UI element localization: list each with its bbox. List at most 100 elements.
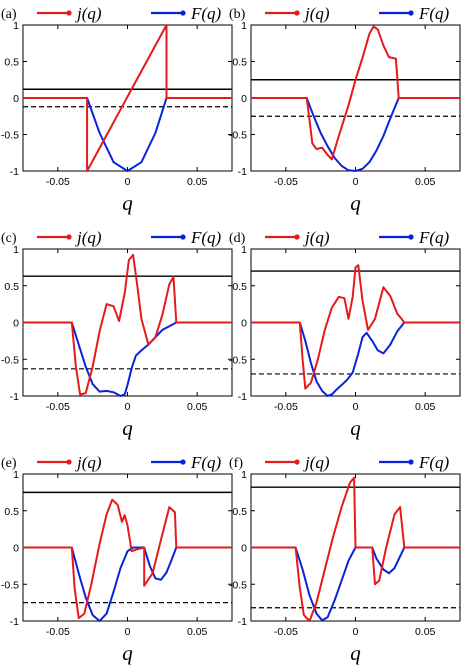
y-tick-label: 1	[13, 20, 19, 32]
series-line-F	[251, 321, 460, 397]
x-tick-label: 0.05	[187, 176, 208, 188]
panel-label: (d)	[229, 231, 246, 246]
x-tick-label: -0.05	[46, 626, 70, 638]
legend-marker	[66, 459, 72, 465]
panel-label: (e)	[1, 456, 17, 471]
x-axis-label: q	[122, 416, 133, 440]
legend-label: F(q)	[190, 453, 222, 472]
y-tick-label: -1	[10, 166, 19, 178]
x-tick-label: -0.05	[274, 626, 298, 638]
legend-label: F(q)	[418, 228, 450, 247]
legend-label: F(q)	[190, 4, 222, 23]
x-tick-label: 0	[353, 176, 359, 188]
x-axis-label: q	[350, 641, 361, 665]
y-tick-label: -1	[238, 391, 247, 403]
x-tick-label: 0.05	[415, 626, 436, 638]
legend-marker	[294, 234, 300, 240]
x-tick-label: -0.05	[274, 176, 298, 188]
panel-1: -1 -0.5 0 0.5 1 -0.05 0 0.05 (a) j(q) F(q) q	[1, 4, 233, 215]
y-tick-label: 0	[241, 543, 247, 555]
x-axis-label: q	[122, 641, 133, 665]
x-tick-label: 0	[125, 176, 131, 188]
legend-marker	[180, 10, 186, 16]
y-tick-label: 1	[241, 469, 247, 481]
panel-label: (a)	[1, 7, 17, 22]
x-tick-label: 0.05	[187, 626, 208, 638]
x-tick-label: 0	[353, 401, 359, 413]
y-tick-label: 0	[13, 543, 19, 555]
legend-marker	[408, 10, 414, 16]
x-axis-label: q	[350, 416, 361, 440]
series-line-F	[23, 321, 232, 397]
x-tick-label: 0	[353, 626, 359, 638]
x-tick-label: -0.05	[274, 401, 298, 413]
legend-marker	[408, 234, 414, 240]
x-tick-label: 0	[125, 401, 131, 413]
panel-4: -1 -0.5 0 0.5 1 -0.05 0 0.05 (d) j(q) F(q) q	[229, 228, 461, 440]
y-tick-label: -1	[10, 616, 19, 628]
x-tick-label: 0	[125, 626, 131, 638]
legend-label: j(q)	[75, 228, 102, 247]
series-line-F	[251, 97, 460, 172]
legend-marker	[294, 10, 300, 16]
series-line-j	[23, 498, 232, 620]
y-tick-label: 0.5	[4, 506, 19, 518]
y-tick-label: 0	[13, 318, 19, 330]
y-tick-label: 0	[241, 93, 247, 105]
legend-label: j(q)	[303, 453, 330, 472]
y-tick-label: -0.5	[229, 130, 247, 142]
legend-label: F(q)	[418, 453, 450, 472]
y-tick-label: 1	[13, 244, 19, 256]
y-tick-label: 1	[13, 469, 19, 481]
x-axis-label: q	[350, 191, 361, 215]
series-line-F	[23, 546, 232, 622]
legend-marker	[294, 459, 300, 465]
y-tick-label: 0.5	[4, 57, 19, 69]
series-line-j	[251, 264, 460, 390]
legend-marker	[408, 459, 414, 465]
panel-5: -1 -0.5 0 0.5 1 -0.05 0 0.05 (e) j(q) F(q) q	[1, 453, 233, 665]
y-tick-label: 0.5	[4, 281, 19, 293]
x-tick-label: 0.05	[187, 401, 208, 413]
panel-2: -1 -0.5 0 0.5 1 -0.05 0 0.05 (b) j(q) F(q) q	[229, 4, 461, 215]
panel-6: -1 -0.5 0 0.5 1 -0.05 0 0.05 (f) j(q) F(q) q	[229, 453, 461, 665]
y-tick-label: -1	[238, 166, 247, 178]
legend-marker	[180, 234, 186, 240]
legend-label: j(q)	[303, 228, 330, 247]
y-tick-label: -0.5	[229, 354, 247, 366]
legend: j(q) F(q)	[265, 453, 450, 472]
legend-label: j(q)	[75, 453, 102, 472]
series-line-j	[251, 476, 460, 622]
y-tick-label: -0.5	[1, 354, 19, 366]
y-tick-label: 1	[241, 20, 247, 32]
legend: j(q) F(q)	[37, 4, 222, 23]
legend: j(q) F(q)	[265, 228, 450, 247]
y-tick-label: 0.5	[232, 506, 247, 518]
series-line-j	[23, 253, 232, 396]
y-tick-label: -0.5	[229, 579, 247, 591]
y-tick-label: 0.5	[232, 57, 247, 69]
series-line-j	[23, 24, 232, 172]
legend-marker	[66, 10, 72, 16]
series-line-j	[251, 25, 460, 161]
legend: j(q) F(q)	[37, 228, 222, 247]
legend-marker	[66, 234, 72, 240]
y-tick-label: 0	[241, 318, 247, 330]
x-tick-label: -0.05	[46, 401, 70, 413]
legend: j(q) F(q)	[37, 453, 222, 472]
legend-label: F(q)	[418, 4, 450, 23]
y-tick-label: 1	[241, 244, 247, 256]
series-line-F	[251, 546, 460, 622]
panel-label: (c)	[1, 231, 17, 246]
x-tick-label: -0.05	[46, 176, 70, 188]
legend-marker	[180, 459, 186, 465]
panel-label: (f)	[229, 456, 243, 471]
series-line-F	[23, 97, 232, 172]
y-tick-label: -0.5	[1, 130, 19, 142]
legend-label: j(q)	[303, 4, 330, 23]
y-tick-label: 0	[13, 93, 19, 105]
y-tick-label: -1	[238, 616, 247, 628]
legend: j(q) F(q)	[265, 4, 450, 23]
x-axis-label: q	[122, 191, 133, 215]
